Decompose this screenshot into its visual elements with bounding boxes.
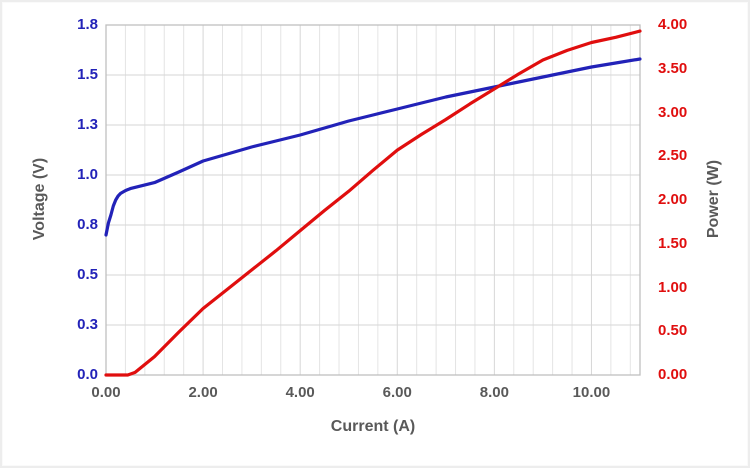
power-series-line [104,29,642,377]
x-axis-tick-label: 6.00 [382,384,412,401]
left-axis-tick-label: 1.5 [77,66,98,83]
x-axis-tick-label: 4.00 [285,384,315,401]
left-axis-tick-label: 0.8 [77,216,98,233]
right-axis-tick-label: 3.50 [658,59,688,77]
right-axis-tick-label: 0.00 [658,366,688,383]
left-axis-title: Voltage (V) [31,157,48,241]
right-axis-tick-label: 1.50 [658,234,688,252]
right-axis-tick-label: 2.50 [658,147,688,165]
left-axis-tick-label: 1.8 [77,16,98,33]
left-axis-tick-label: 1.3 [77,116,98,133]
x-axis-tick-label: 2.00 [188,384,218,401]
x-axis-tick-label: 0.00 [91,384,121,401]
right-axis-tick-label: 3.00 [658,103,688,121]
right-axis-tick-label: 0.50 [658,322,688,340]
voltage-series-line [104,57,642,237]
x-axis-tick-label: 10.00 [572,384,611,401]
right-axis-tick-label: 1.00 [658,278,688,296]
left-axis-tick-label: 0.5 [77,266,98,283]
left-axis-tick-label: 1.0 [77,166,98,183]
left-axis-tick-label: 0.3 [77,316,98,333]
x-axis-tick-label: 8.00 [479,384,509,401]
left-axis-tick-label: 0.0 [77,366,98,383]
right-axis-tick-label: 2.00 [658,191,688,208]
x-axis-title: Current (A) [330,418,416,435]
plot-border [105,24,641,376]
right-axis-tick-label: 4.00 [658,16,688,33]
